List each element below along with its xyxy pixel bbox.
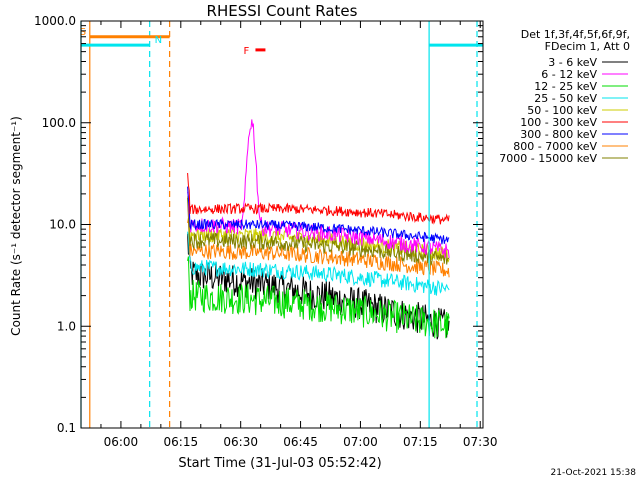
legend-header: FDecim 1, Att 0: [545, 40, 630, 53]
series-line: [187, 231, 450, 296]
annotation-label: S: [80, 27, 86, 38]
x-tick-label: 06:00: [104, 435, 139, 449]
y-axis-label: Count Rate (s⁻¹ detector segment⁻¹): [9, 116, 23, 336]
legend-header: Det 1f,3f,4f,5f,6f,9f,: [521, 28, 630, 41]
annotation-label: N: [155, 35, 162, 46]
chart-title: RHESSI Count Rates: [207, 2, 358, 20]
legend-label: 3 - 6 keV: [548, 56, 597, 69]
y-tick-label: 1000.0: [34, 14, 76, 28]
legend-label: 6 - 12 keV: [541, 68, 597, 81]
x-tick-label: 07:00: [343, 435, 378, 449]
legend-label: 50 - 100 keV: [527, 104, 597, 117]
x-tick-label: 06:15: [164, 435, 199, 449]
series-line: [187, 218, 450, 278]
x-tick-label: 06:30: [223, 435, 258, 449]
y-tick-label: 100.0: [42, 116, 76, 130]
legend-label: 300 - 800 keV: [520, 128, 597, 141]
series-line: [187, 172, 450, 225]
series-line: [187, 256, 450, 339]
plot-data-layer: [187, 119, 450, 340]
y-tick-label: 1.0: [57, 319, 76, 333]
series-line: [187, 233, 450, 340]
x-tick-label: 07:30: [463, 435, 498, 449]
x-axis-label: Start Time (31-Jul-03 05:52:42): [178, 456, 381, 471]
y-tick-label: 0.1: [57, 421, 76, 435]
x-tick-label: 06:45: [283, 435, 318, 449]
legend: Det 1f,3f,4f,5f,6f,9f,FDecim 1, Att 0 3 -…: [499, 28, 630, 165]
plot-axes-layer: 06:00 06:15 06:30 06:45 07:00 07:15 07:30 0.1 1.…: [34, 14, 498, 449]
x-tick-label: 07:15: [403, 435, 438, 449]
legend-label: 7000 - 15000 keV: [499, 152, 597, 165]
series-line: [187, 186, 450, 245]
legend-label: 800 - 7000 keV: [513, 140, 597, 153]
legend-label: 12 - 25 keV: [534, 80, 597, 93]
legend-label: 25 - 50 keV: [534, 92, 597, 105]
render-timestamp: 21-Oct-2021 15:38: [550, 468, 636, 478]
annotation-label: F: [243, 46, 249, 57]
y-tick-label: 10.0: [49, 218, 76, 232]
legend-label: 100 - 300 keV: [520, 116, 597, 129]
series-line: [187, 119, 450, 258]
